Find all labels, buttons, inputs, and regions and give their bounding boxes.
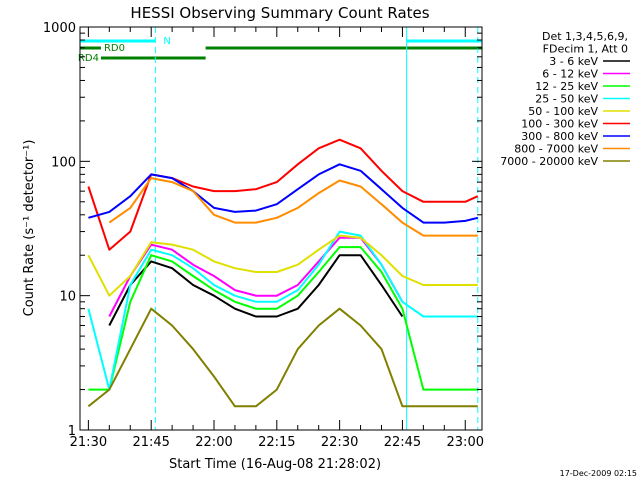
legend: Det 1,3,4,5,6,9,FDecim 1, Att 03 - 6 keV…: [500, 30, 630, 168]
legend-header-1: FDecim 1, Att 0: [543, 43, 628, 56]
legend-label-6: 300 - 800 keV: [521, 130, 598, 143]
flag-label-n: N: [163, 36, 170, 47]
series-line-3: [87, 230, 478, 391]
series-line-6: [88, 163, 479, 224]
footer-timestamp: 17-Dec-2009 02:15: [560, 469, 637, 478]
x-tick-label-5: 22:45: [384, 435, 421, 450]
x-tick-label-6: 23:00: [447, 435, 484, 450]
y-axis-label: Count Rate (s⁻¹ detector⁻¹): [22, 140, 37, 317]
series-line-8: [87, 307, 478, 408]
legend-label-4: 50 - 100 keV: [528, 105, 598, 118]
x-axis-label: Start Time (16-Aug-08 21:28:02): [169, 457, 381, 472]
flag-label-rd0: RD0: [104, 43, 125, 54]
series-line-0: [108, 254, 404, 326]
x-tick-label-4: 22:30: [321, 435, 358, 450]
legend-label-0: 3 - 6 keV: [549, 55, 598, 68]
legend-label-5: 100 - 300 keV: [521, 118, 598, 131]
y-tick-label-2: 100: [51, 155, 76, 170]
legend-label-3: 25 - 50 keV: [535, 93, 598, 106]
data-series: [87, 138, 479, 408]
series-line-2: [88, 246, 478, 391]
legend-label-1: 6 - 12 keV: [542, 68, 598, 81]
series-line-4: [87, 234, 478, 297]
plot-frame: [79, 26, 483, 431]
y-tick-label-3: 1000: [43, 21, 76, 36]
flag-label-rd4: RD4: [78, 53, 99, 64]
legend-label-2: 12 - 25 keV: [535, 80, 598, 93]
legend-label-8: 7000 - 20000 keV: [500, 155, 598, 168]
y-tick-label-1: 10: [59, 290, 76, 305]
x-tick-label-0: 21:30: [70, 435, 107, 450]
flag-bars: N RD0 RD4: [78, 36, 482, 64]
legend-header-0: Det 1,3,4,5,6,9,: [542, 30, 628, 43]
event-lines: [154, 27, 479, 430]
x-tick-label-3: 22:15: [258, 435, 295, 450]
y-tick-label-0: 1: [68, 424, 76, 439]
chart-title: HESSI Observing Summary Count Rates: [130, 4, 429, 22]
axes: 1 10 100 1000 21:30 21:45 22:00 22:15 22:30 22:45…: [43, 21, 484, 450]
series-line-7: [108, 177, 478, 237]
x-tick-label-2: 22:00: [195, 435, 232, 450]
x-tick-label-1: 21:45: [132, 435, 169, 450]
legend-label-7: 800 - 7000 keV: [514, 143, 598, 156]
